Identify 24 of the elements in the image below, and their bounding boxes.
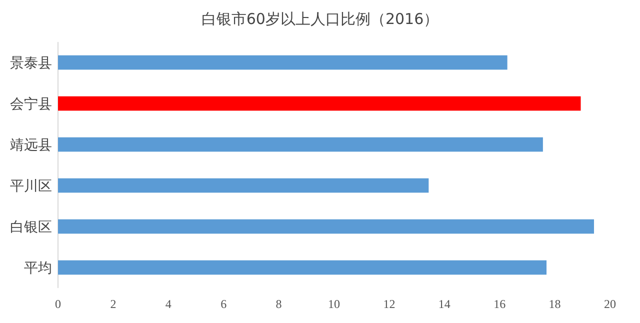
- x-tick-label: 18: [548, 297, 561, 311]
- bar: [58, 260, 547, 275]
- bar: [58, 137, 543, 152]
- x-tick-label: 6: [220, 297, 227, 311]
- bar: [58, 96, 581, 111]
- x-tick-label: 4: [165, 297, 172, 311]
- x-tick-label: 8: [276, 297, 282, 311]
- y-tick-label: 靖远县: [10, 138, 52, 154]
- x-tick-label: 2: [110, 297, 116, 311]
- x-tick-label: 12: [383, 297, 396, 311]
- bar: [58, 219, 594, 234]
- y-tick-label: 平川区: [10, 178, 52, 194]
- y-tick-label: 白银区: [10, 220, 52, 236]
- x-tick-label: 0: [55, 297, 61, 311]
- x-tick-label: 14: [438, 297, 450, 311]
- y-tick-label: 景泰县: [10, 56, 52, 72]
- chart-title: 白银市60岁以上人口比例（2016）: [201, 10, 439, 28]
- bar: [58, 55, 508, 70]
- x-tick-label: 16: [494, 297, 506, 311]
- y-tick-label: 会宁县: [10, 96, 52, 112]
- x-tick-label: 10: [328, 297, 340, 311]
- bar: [58, 178, 429, 193]
- x-tick-label: 20: [604, 297, 616, 311]
- y-tick-label: 平均: [24, 260, 52, 276]
